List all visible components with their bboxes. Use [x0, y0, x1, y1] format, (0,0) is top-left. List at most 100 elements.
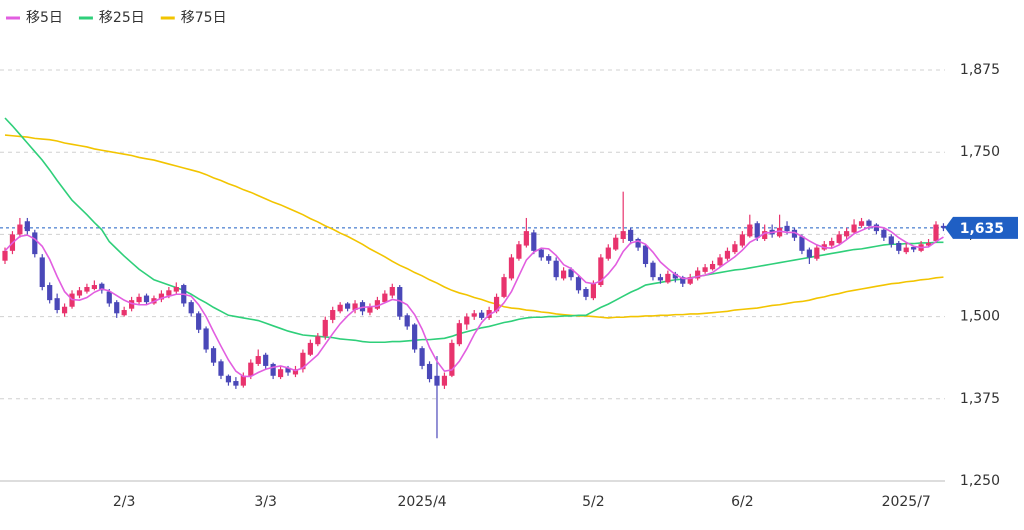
candle-body	[337, 304, 343, 312]
moving-average-line	[4, 134, 944, 319]
candle-body	[553, 260, 559, 278]
candle-body	[575, 277, 582, 291]
candle-body	[270, 363, 276, 376]
candle-body	[836, 234, 842, 243]
candle-body	[657, 277, 664, 281]
candle-body	[680, 277, 686, 284]
candle-body	[896, 242, 902, 251]
candle-body	[114, 302, 120, 314]
x-tick-label: 5/2	[582, 494, 605, 510]
candle-body	[255, 356, 261, 364]
candle-body	[17, 224, 23, 235]
candle-body	[806, 249, 812, 258]
y-tick-label: 1,250	[960, 473, 1000, 489]
candle-body	[2, 250, 8, 261]
candle-body	[240, 375, 246, 386]
candle-body	[166, 290, 172, 296]
candle-body	[873, 224, 880, 232]
y-tick-label: 1,500	[960, 309, 1000, 325]
candle-body	[345, 303, 351, 309]
candle-body	[844, 231, 850, 237]
candle-body	[218, 361, 224, 376]
candle-body	[695, 270, 701, 279]
x-tick-label: 3/3	[254, 494, 277, 510]
candle-body	[881, 229, 887, 238]
candle-body	[635, 239, 641, 248]
candle-body	[307, 342, 313, 355]
candle-body	[397, 287, 403, 317]
legend-label: 移25日	[99, 10, 145, 26]
candle-body	[285, 367, 291, 373]
candle-body	[911, 246, 917, 250]
candle-body	[24, 221, 30, 232]
candle-body	[568, 269, 574, 278]
candle-body	[367, 306, 373, 313]
candle-body	[784, 225, 790, 232]
candle-body	[136, 296, 142, 303]
y-tick-label: 1,375	[960, 391, 1000, 407]
candle-body	[225, 375, 232, 383]
candle-body	[412, 324, 418, 350]
candle-body	[419, 348, 425, 366]
candle-body	[613, 237, 619, 250]
moving-average-line	[4, 117, 944, 344]
candle-body	[382, 293, 388, 303]
candle-body	[292, 369, 299, 375]
candle-body	[47, 285, 53, 301]
candle-body	[702, 267, 708, 272]
candle-body	[866, 220, 872, 226]
candle-body	[76, 290, 83, 296]
candle-body	[888, 236, 894, 245]
candle-body	[858, 221, 865, 226]
candle-body	[322, 319, 328, 337]
candle-body	[277, 369, 284, 378]
candle-body	[650, 262, 656, 278]
candle-body	[352, 303, 358, 311]
candle-body	[590, 283, 596, 299]
candle-body	[143, 295, 150, 303]
candle-body	[248, 362, 254, 376]
candle-body	[523, 231, 529, 246]
candle-body	[903, 247, 909, 253]
candle-body	[456, 323, 462, 345]
candle-body	[210, 348, 217, 363]
candle-body	[665, 273, 671, 283]
candle-body	[732, 244, 738, 253]
candle-body	[516, 244, 522, 259]
candle-body	[538, 249, 544, 258]
candle-body	[449, 342, 455, 376]
last-price-label: 1,635	[960, 221, 1004, 237]
candle-body	[925, 242, 932, 246]
candle-body	[196, 313, 202, 330]
candle-body	[642, 245, 649, 264]
legend-label: 移75日	[181, 10, 227, 26]
candle-body	[620, 231, 626, 240]
candle-body	[106, 291, 112, 304]
candle-body	[814, 247, 820, 259]
candle-body	[464, 316, 470, 325]
y-tick-label: 1,750	[960, 144, 1000, 160]
candle-body	[851, 224, 857, 233]
candle-body	[300, 352, 306, 370]
candle-body	[531, 232, 537, 251]
candle-body	[724, 250, 731, 259]
x-tick-label: 6/2	[731, 494, 754, 510]
candle-body	[39, 257, 45, 288]
candle-body	[717, 257, 723, 266]
candle-body	[754, 223, 760, 238]
candle-body	[471, 313, 477, 317]
candle-body	[628, 229, 634, 241]
candle-body	[583, 288, 589, 297]
x-tick-label: 2/3	[113, 494, 136, 510]
candle-body	[84, 287, 90, 292]
candle-body	[561, 270, 567, 279]
candle-body	[739, 234, 745, 246]
candle-body	[598, 257, 604, 286]
candle-body	[389, 287, 395, 296]
candle-body	[434, 375, 440, 386]
candle-body	[330, 310, 336, 320]
candle-body	[546, 256, 552, 261]
candle-body	[188, 302, 194, 314]
